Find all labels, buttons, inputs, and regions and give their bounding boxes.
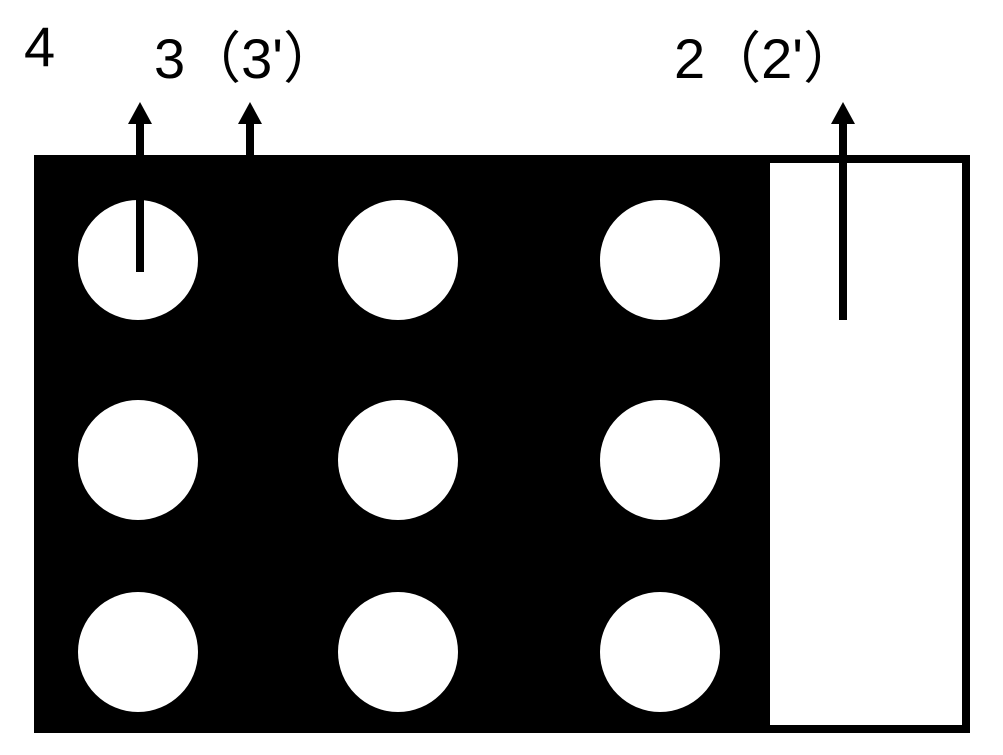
panel-hole xyxy=(600,592,720,712)
arrow-3-head xyxy=(238,102,262,124)
panel-hole xyxy=(78,400,198,520)
panel-hole xyxy=(338,592,458,712)
label-3-3prime: 3（3'） xyxy=(154,14,339,95)
panel-hole xyxy=(600,400,720,520)
label-4: 4 xyxy=(24,14,55,79)
arrow-2-head xyxy=(831,102,855,124)
label-2-2prime: 2（2'） xyxy=(674,14,859,95)
arrow-4-head xyxy=(128,102,152,124)
diagram-canvas: 4 3（3'） 2（2'） xyxy=(0,0,1003,755)
arrow-4-line xyxy=(136,122,144,272)
panel-hole xyxy=(338,400,458,520)
arrow-3-line xyxy=(246,122,254,155)
panel-hole xyxy=(338,200,458,320)
panel-hole xyxy=(600,200,720,320)
panel-hole xyxy=(78,592,198,712)
arrow-2-line xyxy=(839,122,847,320)
